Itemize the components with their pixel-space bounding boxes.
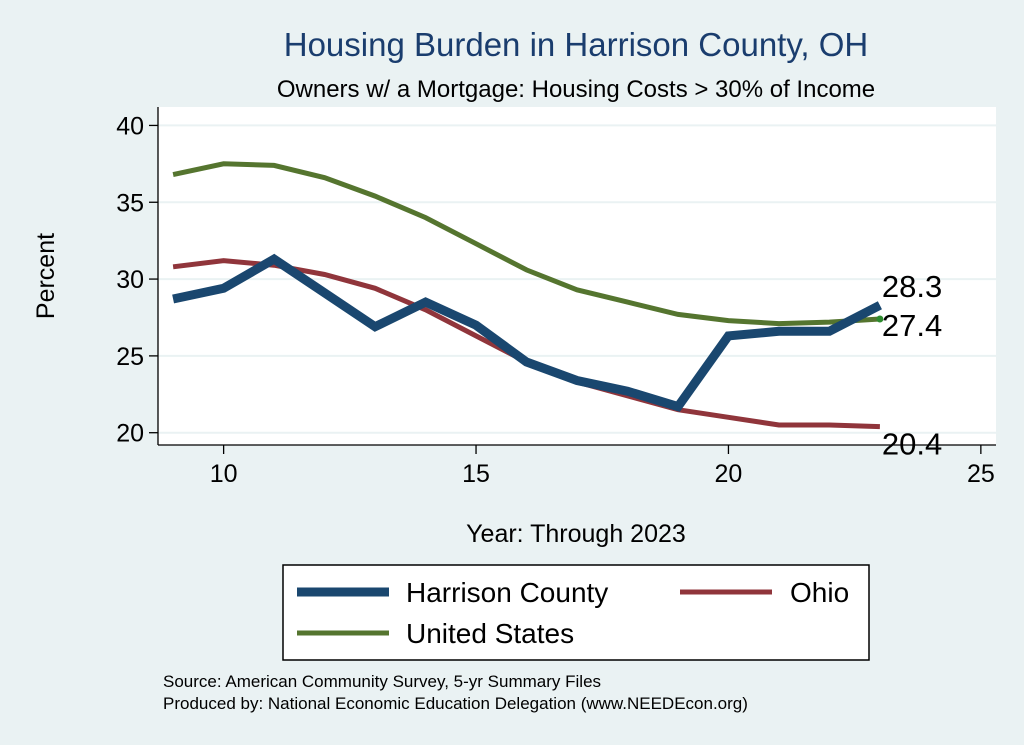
y-tick-label: 30 (116, 266, 144, 294)
axes (149, 107, 996, 454)
end-label-harrison-county: 28.3 (882, 269, 942, 304)
chart-subtitle: Owners w/ a Mortgage: Housing Costs > 30… (277, 76, 875, 103)
source-note: Source: American Community Survey, 5-yr … (163, 672, 601, 691)
chart-title: Housing Burden in Harrison County, OH (284, 26, 869, 63)
end-labels: 28.3 20.4 27.4 (882, 269, 942, 461)
legend-label-harrison-county: Harrison County (406, 577, 608, 608)
tick-labels: 20 25 30 35 40 10 15 20 25 (116, 112, 995, 488)
series-line-united-states (172, 161, 881, 327)
legend-label-ohio: Ohio (790, 577, 849, 608)
legend-label-united-states: United States (406, 618, 574, 649)
x-tick-label: 15 (462, 460, 490, 488)
x-tick-label: 25 (967, 460, 995, 488)
y-tick-label: 35 (116, 189, 144, 217)
series-lines (172, 161, 884, 430)
end-label-ohio: 20.4 (882, 427, 942, 462)
y-axis-title: Percent (32, 233, 60, 319)
legend: Harrison County Ohio United States (282, 564, 870, 661)
series-endpoint-united-states (876, 315, 884, 323)
x-tick-label: 10 (210, 460, 238, 488)
y-tick-label: 40 (116, 112, 144, 140)
y-tick-label: 25 (116, 343, 144, 371)
x-axis-title: Year: Through 2023 (466, 520, 686, 548)
end-label-united-states: 27.4 (882, 308, 942, 343)
legend-box (282, 564, 870, 661)
series-line-harrison-county (172, 253, 882, 412)
x-tick-label: 20 (715, 460, 743, 488)
producer-note: Produced by: National Economic Education… (163, 694, 748, 713)
plot-area (158, 107, 996, 445)
y-tick-label: 20 (116, 420, 144, 448)
